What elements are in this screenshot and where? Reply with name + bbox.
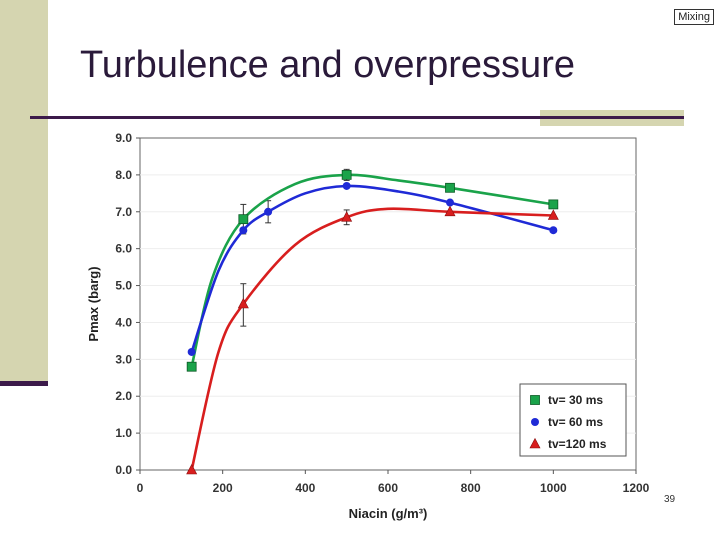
y-tick-label: 4.0	[115, 315, 132, 329]
x-tick-label: 800	[461, 481, 481, 495]
x-tick-label: 600	[378, 481, 398, 495]
data-point-tv-120-ms	[237, 297, 249, 309]
slide-title: Turbulence and overpressure	[80, 44, 575, 86]
y-axis-label: Pmax (barg)	[86, 266, 101, 341]
section-tag: Mixing	[674, 9, 714, 25]
y-tick-label: 8.0	[115, 168, 132, 182]
chart-container: 0.0 1.0 2.0 3.0 4.0 5.0 6.0 7.0 8.0 9.0 0 200 400 60…	[76, 130, 658, 522]
pmax-chart: 0.0 1.0 2.0 3.0 4.0 5.0 6.0 7.0 8.0 9.0 0 200 400 60…	[86, 131, 650, 521]
legend-marker-tv-120-ms	[529, 437, 541, 449]
data-point-tv-30-ms	[238, 214, 249, 225]
legend-label-tv-60-ms: tv= 60 ms	[548, 415, 603, 429]
y-tick-label: 9.0	[115, 131, 132, 145]
data-point-tv-120-ms	[547, 209, 559, 220]
left-accent-bar	[0, 0, 48, 386]
data-point-tv-30-ms	[341, 169, 352, 180]
data-point-tv-120-ms	[186, 463, 198, 475]
data-point-tv-30-ms	[445, 182, 455, 193]
x-tick-label: 400	[295, 481, 315, 495]
page-number: 39	[664, 494, 676, 505]
y-tick-label: 1.0	[115, 426, 132, 440]
data-point-tv-60-ms	[342, 181, 351, 190]
data-point-tv-120-ms	[341, 211, 353, 222]
legend: tv= 30 ms tv= 60 ms tv=120 ms	[519, 383, 627, 457]
y-tick-label: 5.0	[115, 279, 132, 293]
left-accent-bar-edge	[0, 381, 48, 386]
x-tick-label: 1200	[623, 481, 650, 495]
y-tick-label: 3.0	[115, 352, 132, 366]
legend-marker-tv-60-ms	[531, 418, 539, 426]
legend-label-tv-30-ms: tv= 30 ms	[548, 393, 603, 407]
data-point-tv-60-ms	[187, 347, 196, 356]
data-point-tv-30-ms	[548, 199, 559, 210]
x-tick-label: 200	[213, 481, 233, 495]
data-point-tv-120-ms	[444, 205, 456, 217]
x-axis-label: Niacin (g/m³)	[349, 506, 428, 521]
data-point-tv-60-ms	[446, 198, 454, 207]
data-point-tv-30-ms	[186, 361, 197, 372]
data-point-tv-60-ms	[264, 207, 273, 216]
x-tick-label: 1000	[540, 481, 567, 495]
legend-marker-tv-30-ms	[530, 395, 540, 405]
data-point-tv-60-ms	[549, 226, 558, 235]
data-point-tv-60-ms	[239, 226, 248, 235]
y-tick-label: 7.0	[115, 205, 132, 219]
x-tick-label: 0	[137, 481, 144, 495]
y-tick-label: 6.0	[115, 242, 132, 256]
y-tick-label: 0.0	[115, 463, 132, 477]
title-rule	[30, 116, 684, 119]
legend-label-tv-120-ms: tv=120 ms	[548, 437, 607, 451]
y-tick-label: 2.0	[115, 389, 132, 403]
